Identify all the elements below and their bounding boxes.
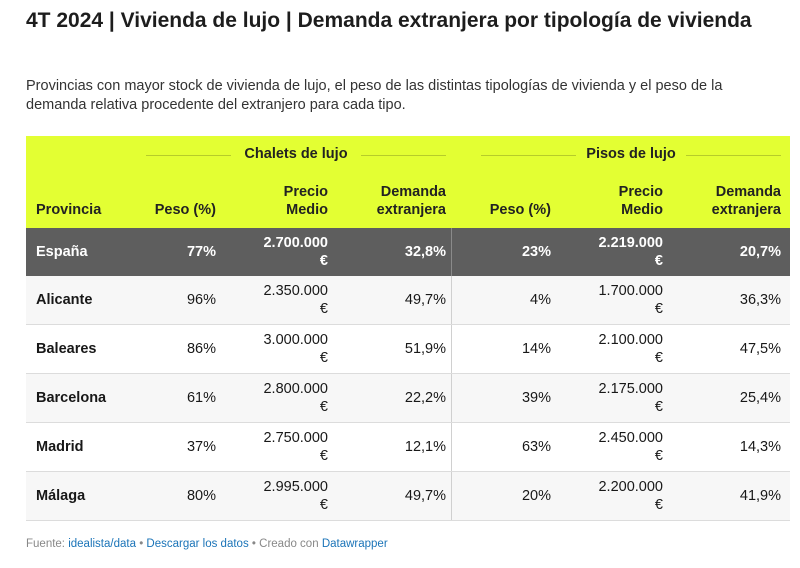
cell-chalets-precio: 2.350.000 € — [263, 283, 328, 317]
cell-provincia: Baleares — [36, 341, 97, 357]
cell-chalets-demanda: 32,8% — [404, 244, 446, 260]
cell-chalets-precio: 3.000.000 € — [263, 332, 328, 366]
cell-chalets-precio: 2.800.000 € — [263, 381, 328, 415]
col-header-pisos-demanda[interactable]: Demanda extranjera — [711, 184, 781, 218]
cell-provincia: Alicante — [36, 292, 93, 308]
source-label: Fuente: — [26, 538, 65, 550]
cell-pisos-demanda: 41,9% — [739, 488, 781, 504]
cell-chalets-peso: 37% — [186, 439, 216, 455]
cell-chalets-peso: 86% — [186, 341, 216, 357]
table-header: Chalets de lujo Pisos de lujo Provincia … — [26, 136, 790, 228]
table-row: Málaga 80% 2.995.000 € 49,7% 20% 2.200.00… — [26, 472, 790, 521]
cell-pisos-demanda: 14,3% — [739, 439, 781, 455]
cell-pisos-peso: 23% — [521, 244, 551, 260]
group-header-chalets: Chalets de lujo — [146, 146, 446, 166]
cell-pisos-peso: 63% — [521, 439, 551, 455]
cell-chalets-demanda: 49,7% — [404, 488, 446, 504]
col-header-chalets-peso[interactable]: Peso (%) — [154, 202, 216, 218]
col-header-pisos-peso[interactable]: Peso (%) — [489, 202, 551, 218]
cell-provincia: Madrid — [36, 439, 84, 455]
table-row: España 77% 2.700.000 € 32,8% 23% 2.219.00… — [26, 228, 790, 276]
cell-pisos-precio: 2.175.000 € — [598, 381, 663, 415]
cell-pisos-precio: 2.219.000 € — [598, 235, 663, 269]
table-row: Baleares 86% 3.000.000 € 51,9% 14% 2.100.… — [26, 325, 790, 374]
download-data-link[interactable]: Descargar los datos — [146, 538, 249, 550]
cell-pisos-peso: 39% — [521, 390, 551, 406]
cell-chalets-peso: 80% — [186, 488, 216, 504]
cell-chalets-demanda: 49,7% — [404, 292, 446, 308]
table-row: Madrid 37% 2.750.000 € 12,1% 63% 2.450.00… — [26, 423, 790, 472]
col-header-chalets-demanda[interactable]: Demanda extranjera — [376, 184, 446, 218]
cell-pisos-precio: 2.100.000 € — [598, 332, 663, 366]
cell-pisos-peso: 20% — [521, 488, 551, 504]
cell-pisos-demanda: 20,7% — [739, 244, 781, 260]
table-row: Alicante 96% 2.350.000 € 49,7% 4% 1.700.0… — [26, 276, 790, 325]
cell-pisos-peso: 4% — [530, 292, 551, 308]
cell-chalets-peso: 61% — [186, 390, 216, 406]
datawrapper-link[interactable]: Datawrapper — [321, 538, 388, 550]
cell-chalets-peso: 96% — [186, 292, 216, 308]
chart-footer: Fuente: idealista/data • Descargar los d… — [26, 538, 388, 550]
cell-provincia: Barcelona — [36, 390, 107, 406]
chart-title: 4T 2024 | Vivienda de lujo | Demanda ext… — [26, 9, 752, 32]
group-header-pisos: Pisos de lujo — [481, 146, 781, 166]
cell-pisos-precio: 2.200.000 € — [598, 479, 663, 513]
cell-pisos-precio: 2.450.000 € — [598, 430, 663, 464]
cell-pisos-peso: 14% — [521, 341, 551, 357]
cell-chalets-demanda: 22,2% — [404, 390, 446, 406]
cell-provincia: Málaga — [36, 488, 86, 504]
footer-separator: • — [139, 538, 144, 550]
cell-pisos-demanda: 47,5% — [739, 341, 781, 357]
created-with-label: Creado con — [259, 538, 319, 550]
cell-chalets-peso: 77% — [186, 244, 216, 260]
cell-chalets-demanda: 51,9% — [404, 341, 446, 357]
cell-chalets-precio: 2.750.000 € — [263, 430, 328, 464]
cell-provincia: España — [36, 244, 88, 260]
table-row: Barcelona 61% 2.800.000 € 22,2% 39% 2.175… — [26, 374, 790, 423]
footer-separator: • — [251, 538, 256, 550]
col-header-chalets-precio[interactable]: Precio Medio — [283, 184, 328, 218]
cell-chalets-precio: 2.700.000 € — [263, 235, 328, 269]
cell-pisos-demanda: 36,3% — [739, 292, 781, 308]
cell-chalets-precio: 2.995.000 € — [263, 479, 328, 513]
data-table: Chalets de lujo Pisos de lujo Provincia … — [26, 136, 790, 521]
col-header-pisos-precio[interactable]: Precio Medio — [618, 184, 663, 218]
col-header-provincia[interactable]: Provincia — [36, 202, 102, 218]
cell-pisos-demanda: 25,4% — [739, 390, 781, 406]
cell-pisos-precio: 1.700.000 € — [598, 283, 663, 317]
source-link[interactable]: idealista/data — [68, 538, 136, 550]
chart-subtitle: Provincias con mayor stock de vivienda d… — [26, 78, 723, 113]
cell-chalets-demanda: 12,1% — [404, 439, 446, 455]
